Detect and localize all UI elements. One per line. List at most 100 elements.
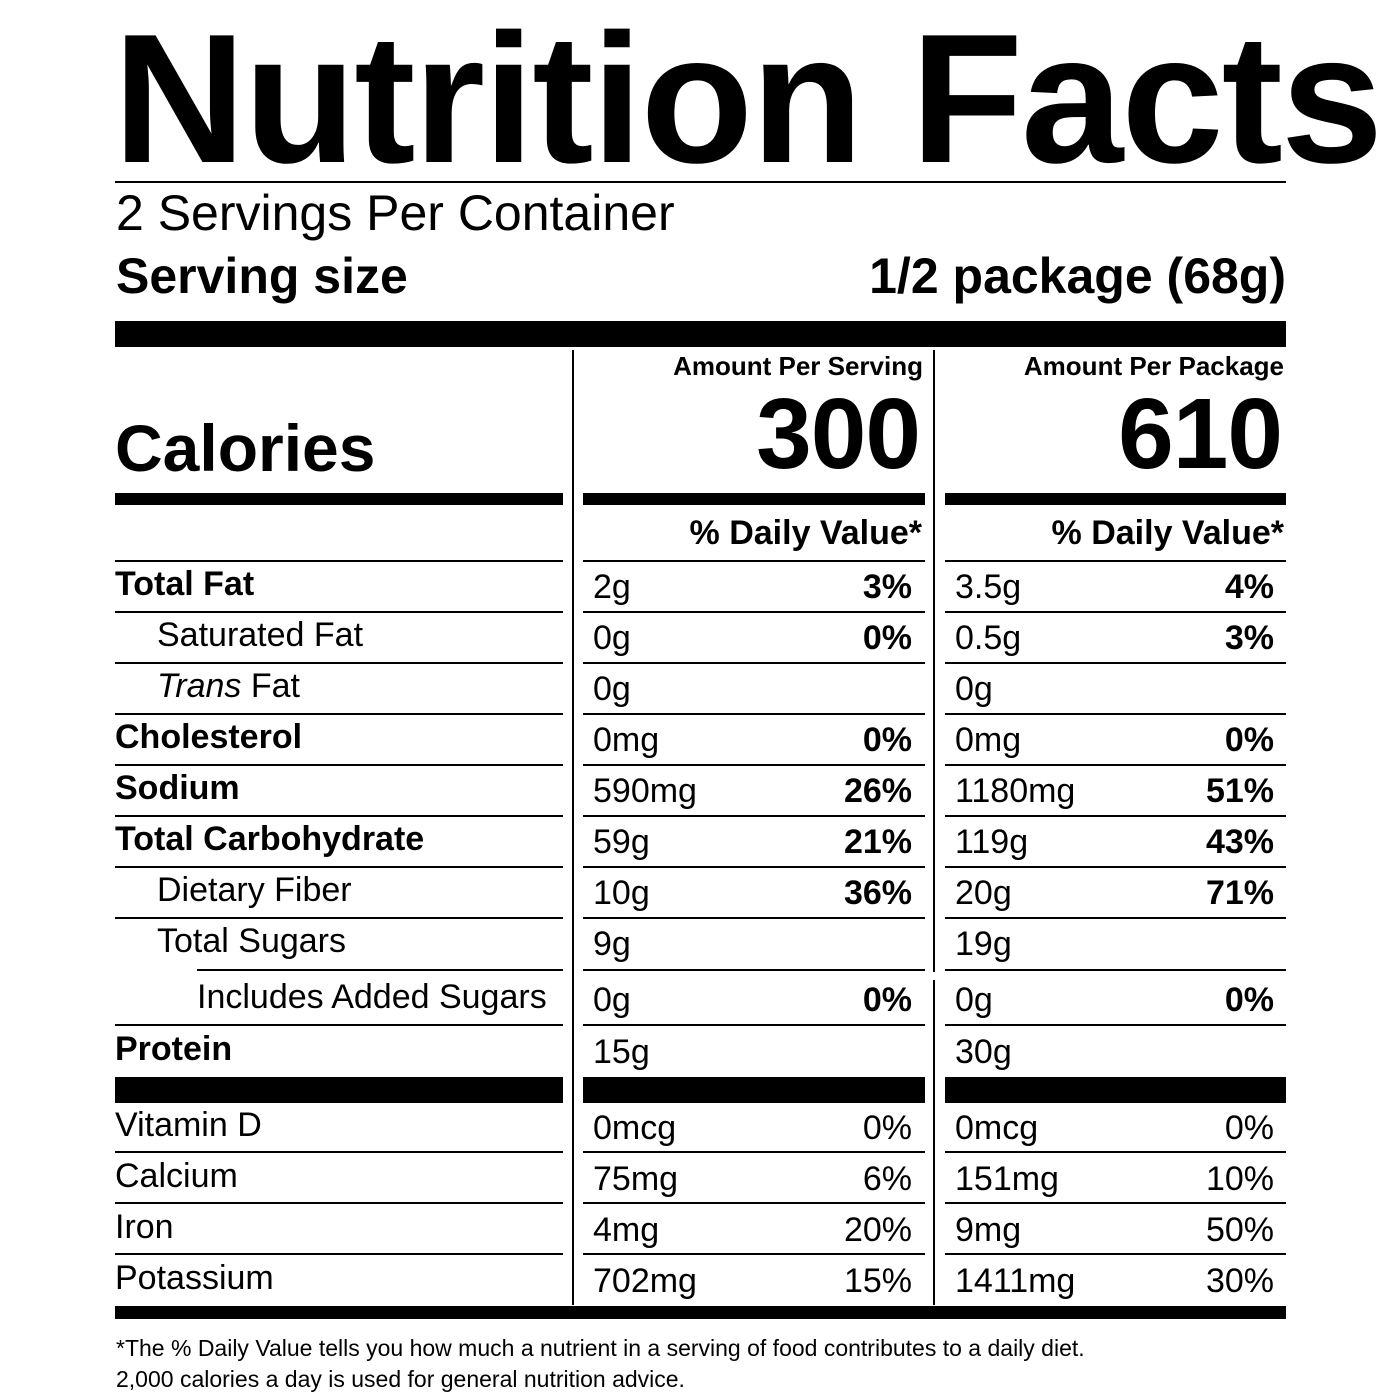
serving-daily-value: 0% <box>862 981 912 1019</box>
amount-per-package-heading: Amount Per Package <box>1023 351 1284 381</box>
thick-divider-mid-package <box>945 1077 1286 1103</box>
column-divider-1 <box>572 350 574 1305</box>
serving-daily-value: 36% <box>843 874 912 912</box>
row-divider-package <box>945 1024 1286 1026</box>
thick-divider-top <box>115 321 1286 347</box>
row-divider-name <box>115 560 563 562</box>
package-amount: 3.5g <box>955 568 1022 606</box>
row-divider-serving <box>583 764 925 766</box>
package-amount: 1411mg <box>955 1262 1076 1300</box>
footnote-line-1: *The % Daily Value tells you how much a … <box>116 1335 1085 1361</box>
nutrient-name: Trans Fat <box>157 669 300 703</box>
row-divider-serving <box>583 1202 925 1204</box>
row-divider-package <box>945 917 1286 919</box>
daily-value-heading-package: % Daily Value* <box>1051 514 1284 552</box>
package-daily-value: 43% <box>1205 823 1274 861</box>
nutrient-name: Total Sugars <box>157 922 346 960</box>
row-divider-package <box>945 969 1286 971</box>
serving-daily-value: 21% <box>843 823 912 861</box>
calories-divider-package <box>945 493 1286 505</box>
nutrient-name-rest: Fat <box>241 667 300 705</box>
row-divider-package <box>945 815 1286 817</box>
row-divider-name <box>115 764 563 766</box>
row-divider-name <box>115 815 563 817</box>
serving-daily-value: 6% <box>862 1160 912 1198</box>
package-amount: 119g <box>955 823 1029 861</box>
serving-amount: 590mg <box>593 772 697 810</box>
package-daily-value: 0% <box>1224 981 1274 1019</box>
serving-size-value: 1/2 package (68g) <box>869 248 1286 304</box>
nutrient-name: Iron <box>115 1208 174 1246</box>
nutrient-name: Calcium <box>115 1157 238 1195</box>
serving-daily-value: 0% <box>862 721 912 759</box>
row-divider-package <box>945 713 1286 715</box>
label-title: Nutrition Facts <box>113 0 1383 201</box>
thick-divider-mid-name <box>115 1077 563 1103</box>
row-divider-serving <box>583 1253 925 1255</box>
package-amount: 1180mg <box>955 772 1076 810</box>
calories-per-package: 610 <box>1118 378 1283 490</box>
row-divider-package <box>945 560 1286 562</box>
package-daily-value: 10% <box>1205 1160 1274 1198</box>
servings-per-container: 2 Servings Per Container <box>116 185 675 241</box>
calories-divider-serving <box>583 493 925 505</box>
row-divider-name <box>115 917 563 919</box>
row-divider-name <box>115 1024 563 1026</box>
nutrient-name: Dietary Fiber <box>157 871 352 909</box>
package-amount: 0.5g <box>955 619 1022 657</box>
row-divider-package <box>945 764 1286 766</box>
row-divider-serving <box>583 969 925 971</box>
serving-daily-value: 0% <box>862 619 912 657</box>
nutrient-name: Vitamin D <box>115 1106 262 1144</box>
row-divider-package <box>945 1202 1286 1204</box>
nutrient-name: Potassium <box>115 1259 274 1297</box>
serving-amount: 0mcg <box>593 1109 677 1147</box>
calories-label: Calories <box>115 411 376 485</box>
package-amount: 30g <box>955 1033 1012 1071</box>
serving-amount: 15g <box>593 1033 650 1071</box>
nutrient-name: Includes Added Sugars <box>197 978 547 1016</box>
row-divider-serving <box>583 611 925 613</box>
title-divider <box>115 181 1286 183</box>
row-divider-serving <box>583 917 925 919</box>
package-daily-value: 4% <box>1224 568 1274 606</box>
serving-amount: 59g <box>593 823 650 861</box>
serving-amount: 702mg <box>593 1262 697 1300</box>
footnote: *The % Daily Value tells you how much a … <box>116 1333 1296 1395</box>
row-divider-name <box>115 713 563 715</box>
row-divider-package <box>945 611 1286 613</box>
row-divider-serving <box>583 1024 925 1026</box>
serving-amount: 0g <box>593 670 631 708</box>
package-daily-value: 51% <box>1205 772 1274 810</box>
row-divider-package <box>945 866 1286 868</box>
nutrient-name: Total Carbohydrate <box>115 820 425 858</box>
serving-daily-value: 26% <box>843 772 912 810</box>
serving-amount: 2g <box>593 568 631 606</box>
package-amount: 151mg <box>955 1160 1059 1198</box>
package-daily-value: 0% <box>1224 721 1274 759</box>
package-daily-value: 0% <box>1224 1109 1274 1147</box>
nutrient-name: Protein <box>115 1030 233 1068</box>
nutrient-name: Total Fat <box>115 565 255 603</box>
row-divider-name <box>115 1253 563 1255</box>
row-divider-name <box>115 611 563 613</box>
row-divider-serving <box>583 713 925 715</box>
package-amount: 0mcg <box>955 1109 1039 1147</box>
serving-amount: 0g <box>593 619 631 657</box>
serving-daily-value: 0% <box>862 1109 912 1147</box>
row-divider-package <box>945 1253 1286 1255</box>
row-divider-serving <box>583 662 925 664</box>
amount-per-serving-heading: Amount Per Serving <box>673 351 923 381</box>
package-daily-value: 30% <box>1205 1262 1274 1300</box>
row-divider-serving <box>583 815 925 817</box>
nutrient-name: Cholesterol <box>115 718 303 756</box>
row-divider-name <box>115 1151 563 1153</box>
row-divider-package <box>945 662 1286 664</box>
serving-amount: 9g <box>593 925 631 963</box>
column-divider-2-lower <box>933 980 935 1305</box>
serving-amount: 4mg <box>593 1211 660 1249</box>
row-divider-serving <box>583 560 925 562</box>
column-divider-2 <box>933 350 935 972</box>
package-daily-value: 50% <box>1205 1211 1274 1249</box>
serving-amount: 75mg <box>593 1160 679 1198</box>
